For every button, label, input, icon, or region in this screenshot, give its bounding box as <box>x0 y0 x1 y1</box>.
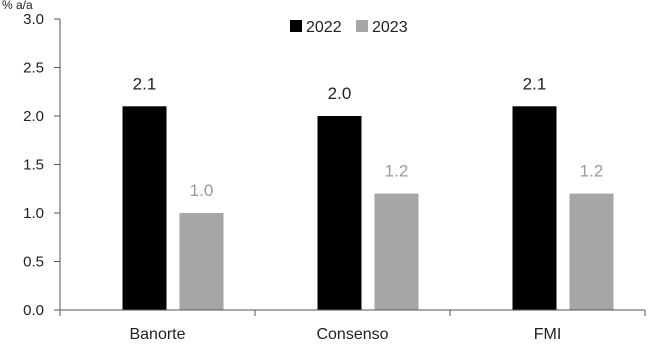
legend-swatch-2023 <box>356 20 368 32</box>
data-label: 2.1 <box>523 74 547 93</box>
bar-2023-banorte <box>179 213 224 310</box>
bars <box>122 106 614 310</box>
data-label: 2.1 <box>133 74 157 93</box>
data-label: 2.0 <box>328 84 352 103</box>
legend-swatch-2022 <box>290 20 302 32</box>
legend-label: 2022 <box>306 19 342 36</box>
bar-2022-banorte <box>122 106 167 310</box>
y-tick-label: 2.5 <box>23 60 44 77</box>
axes <box>59 19 646 316</box>
y-tick-label: 0.5 <box>23 254 44 271</box>
category-label: FMI <box>534 326 562 343</box>
bar-2023-fmi <box>569 193 614 310</box>
y-axis-ticks: 0.0 0.5 1.0 1.5 2.0 2.5 3.0 <box>23 11 60 319</box>
legend-label: 2023 <box>372 19 408 36</box>
bar-2023-consenso <box>374 193 419 310</box>
category-label: Consenso <box>316 326 388 343</box>
bar-2022-fmi <box>512 106 557 310</box>
data-labels: 2.1 2.0 2.1 1.0 1.2 1.2 <box>133 74 604 200</box>
y-tick-label: 0.0 <box>23 302 44 319</box>
data-label: 1.2 <box>580 162 604 181</box>
data-label: 1.2 <box>385 162 409 181</box>
y-tick-label: 1.0 <box>23 205 44 222</box>
y-tick-label: 3.0 <box>23 11 44 28</box>
data-label: 1.0 <box>190 181 214 200</box>
y-tick-label: 2.0 <box>23 108 44 125</box>
y-unit-label: % a/a <box>2 0 33 12</box>
category-label: Banorte <box>129 326 185 343</box>
legend: 2022 2023 <box>290 19 408 36</box>
bar-2022-consenso <box>317 116 362 310</box>
y-tick-label: 1.5 <box>23 157 44 174</box>
category-labels: Banorte Consenso FMI <box>129 326 561 343</box>
